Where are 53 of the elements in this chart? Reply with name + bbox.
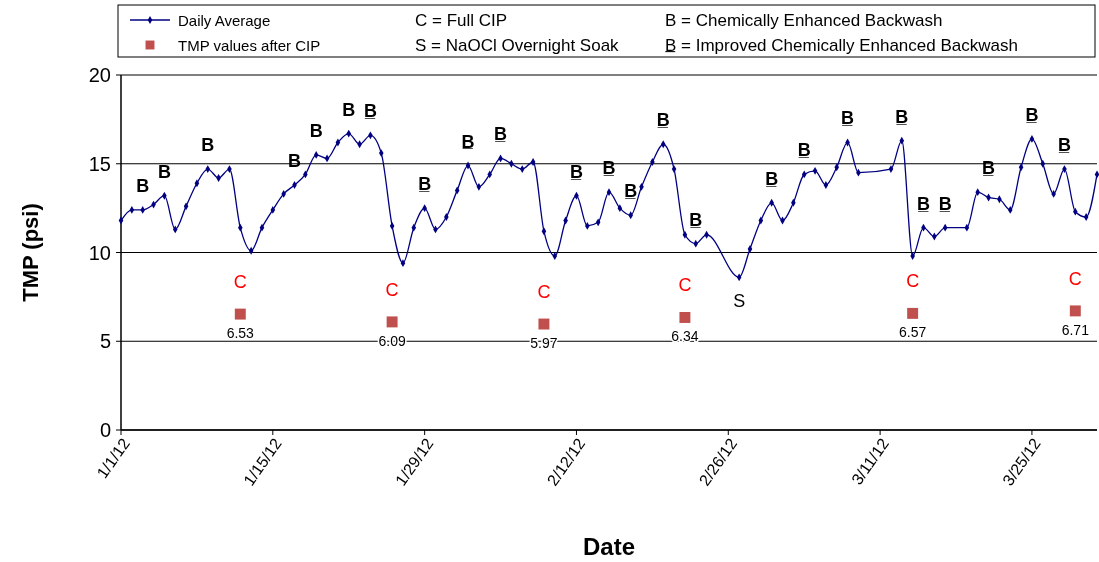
y-tick-label: 0 xyxy=(99,419,111,441)
annotation: B̲ xyxy=(916,193,930,214)
y-tick-label: 15 xyxy=(88,152,111,175)
point xyxy=(1069,305,1081,317)
annotation: B̲ xyxy=(1057,135,1071,156)
annotation: B̲ xyxy=(569,161,583,182)
y-tick-label: 20 xyxy=(88,64,111,86)
annotation: S xyxy=(733,291,746,312)
annotation: B̲ xyxy=(982,158,996,179)
annotation: B̲ xyxy=(602,158,616,179)
y-tick-label: 5 xyxy=(99,330,111,353)
annotation: B̲ xyxy=(797,140,811,161)
point xyxy=(538,318,550,330)
x-axis-title: Date xyxy=(582,532,636,560)
data-label: 6.71 xyxy=(1061,321,1090,338)
annotation: B̲ xyxy=(461,131,475,152)
annotation: C xyxy=(537,282,551,303)
annotation: B̲ xyxy=(418,174,432,195)
annotation: B̲ xyxy=(841,108,855,129)
y-tick-label: 10 xyxy=(88,241,111,264)
annotation: B̲ xyxy=(494,124,508,145)
point xyxy=(679,311,691,323)
annotation: B̲ xyxy=(895,106,909,127)
annotation: B xyxy=(136,175,150,196)
text: C = Full CIP xyxy=(415,10,508,30)
point xyxy=(907,307,919,319)
text: B̲ = Improved Chemically Enhanced Backwash xyxy=(665,35,1018,55)
text: S = NaOCl Overnight Soak xyxy=(415,35,620,55)
annotation: B̲ xyxy=(765,168,779,189)
data-label: 6.34 xyxy=(671,328,699,345)
point xyxy=(386,316,398,328)
annotation: C xyxy=(385,279,399,300)
annotation: B̲ xyxy=(689,209,703,230)
annotation: B̲ xyxy=(656,110,670,131)
annotation: C xyxy=(1068,268,1082,289)
annotation: C xyxy=(233,272,247,293)
legend-label: Daily Average xyxy=(178,11,271,29)
annotation: C xyxy=(906,271,920,292)
annotation: B xyxy=(201,135,215,156)
annotation: B xyxy=(157,161,171,182)
annotation: B̲ xyxy=(938,193,952,214)
annotation: B xyxy=(309,120,323,141)
data-label: 6.57 xyxy=(899,324,927,341)
data-label: 6.53 xyxy=(226,325,255,342)
annotation: B̲ xyxy=(363,101,377,122)
annotation: B xyxy=(342,99,356,120)
point xyxy=(234,308,246,320)
text: B = Chemically Enhanced Backwash xyxy=(665,10,943,30)
annotation: B̲ xyxy=(624,181,638,202)
annotation: B̲ xyxy=(1025,104,1039,125)
y-axis-title: TMP (psi) xyxy=(17,203,43,302)
annotation: C xyxy=(678,275,692,296)
legend-label: TMP values after CIP xyxy=(178,36,321,54)
